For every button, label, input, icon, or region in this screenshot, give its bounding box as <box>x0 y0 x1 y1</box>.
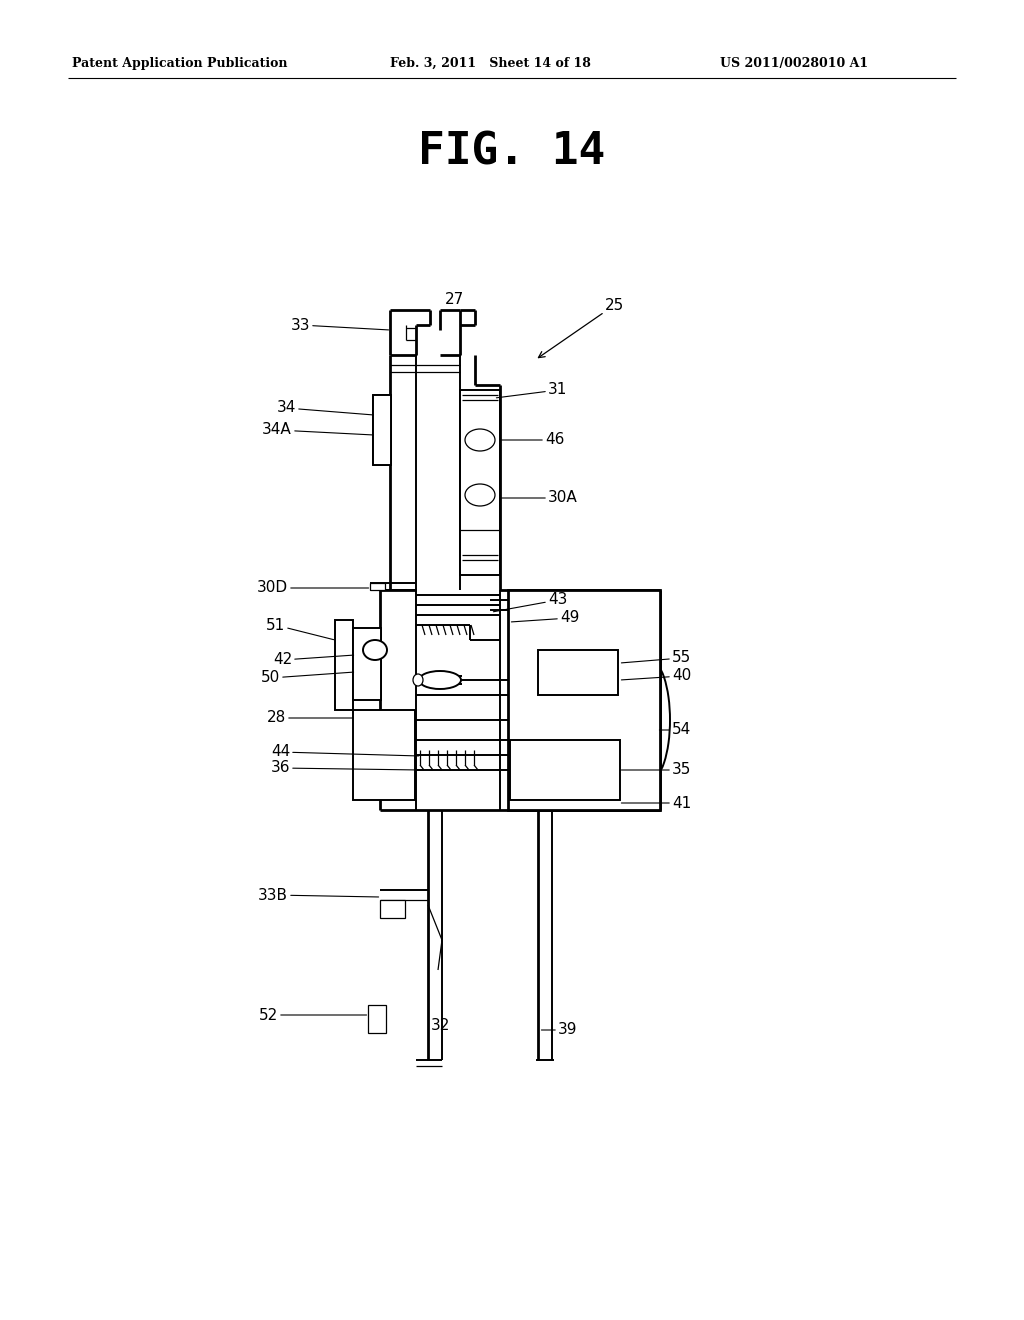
Ellipse shape <box>362 640 387 660</box>
Text: 50: 50 <box>261 671 353 685</box>
Text: 27: 27 <box>445 293 465 308</box>
Text: 31: 31 <box>497 383 567 397</box>
Bar <box>508 590 660 810</box>
Bar <box>368 1005 386 1034</box>
Bar <box>370 583 385 590</box>
Text: 40: 40 <box>622 668 691 684</box>
Text: 44: 44 <box>270 744 419 759</box>
Text: 33: 33 <box>291 318 389 333</box>
Bar <box>460 389 500 576</box>
Text: 25: 25 <box>539 297 625 358</box>
Text: 30A: 30A <box>502 491 578 506</box>
Text: 33B: 33B <box>258 887 379 903</box>
Text: 41: 41 <box>622 796 691 810</box>
Text: 36: 36 <box>270 760 419 776</box>
Bar <box>353 710 415 800</box>
Bar <box>380 900 406 917</box>
Text: 28: 28 <box>266 710 352 726</box>
Text: 39: 39 <box>542 1023 578 1038</box>
Ellipse shape <box>413 675 423 686</box>
Text: US 2011/0028010 A1: US 2011/0028010 A1 <box>720 57 868 70</box>
Text: 43: 43 <box>494 593 567 611</box>
Bar <box>510 741 620 800</box>
Text: 30D: 30D <box>257 581 369 595</box>
Bar <box>538 649 618 696</box>
Text: 55: 55 <box>622 651 691 665</box>
Bar <box>353 628 381 700</box>
Bar <box>373 395 391 465</box>
Text: 51: 51 <box>266 618 334 640</box>
Text: Patent Application Publication: Patent Application Publication <box>72 57 288 70</box>
Text: 54: 54 <box>659 722 691 738</box>
Text: 32: 32 <box>430 1018 450 1032</box>
Text: FIG. 14: FIG. 14 <box>419 131 605 173</box>
Ellipse shape <box>419 671 461 689</box>
Bar <box>335 620 353 710</box>
Text: 52: 52 <box>259 1007 367 1023</box>
Text: 46: 46 <box>502 433 564 447</box>
Text: 35: 35 <box>622 763 691 777</box>
Text: 42: 42 <box>272 652 353 668</box>
Text: 49: 49 <box>511 610 580 626</box>
Text: 34: 34 <box>276 400 373 416</box>
Text: Feb. 3, 2011   Sheet 14 of 18: Feb. 3, 2011 Sheet 14 of 18 <box>390 57 591 70</box>
Text: 34A: 34A <box>262 422 373 437</box>
